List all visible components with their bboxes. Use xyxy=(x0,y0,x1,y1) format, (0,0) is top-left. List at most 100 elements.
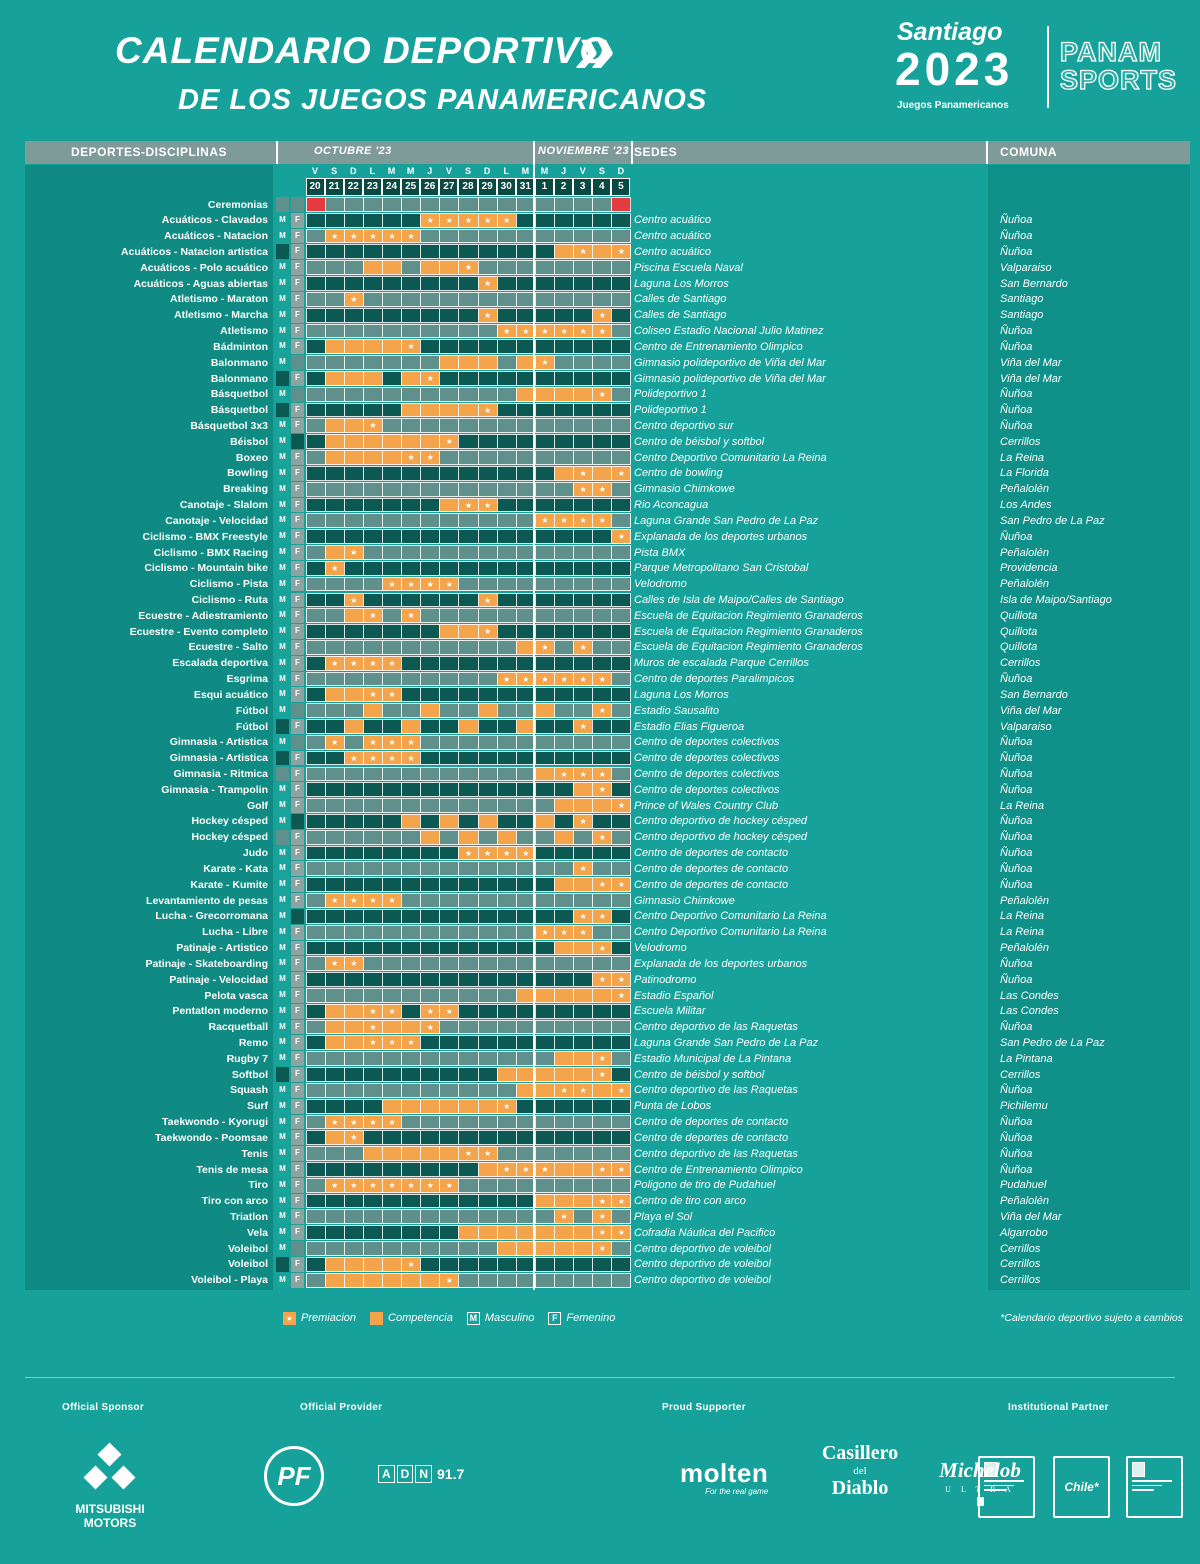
day-cell-empty xyxy=(477,545,498,560)
sede-label: Coliseo Estadio Nacional Julio Matinez xyxy=(634,325,824,338)
day-cell-empty xyxy=(534,608,556,624)
day-cell-premiacion: ★ xyxy=(477,1146,498,1161)
day-cell-premiacion: ★ xyxy=(477,624,498,639)
day-cell-empty xyxy=(439,829,460,845)
day-cell-premiacion: ★ xyxy=(592,829,613,845)
day-cell-empty xyxy=(496,1003,517,1019)
day-cell-empty xyxy=(439,1193,460,1209)
sede-label: Polideportivo 1 xyxy=(634,388,707,401)
day-cell-premiacion: ★ xyxy=(496,212,517,228)
comuna-label: San Bernardo xyxy=(1000,688,1068,701)
day-cell-empty xyxy=(496,719,517,734)
day-cell-competencia xyxy=(401,434,422,450)
day-cell-empty xyxy=(496,924,517,940)
day-cell-competencia xyxy=(343,1019,364,1035)
day-cell-premiacion: ★ xyxy=(343,592,364,608)
day-cell-empty xyxy=(439,1082,460,1098)
comuna-label: Pudahuel xyxy=(1000,1179,1047,1192)
day-cell-empty xyxy=(573,339,594,355)
sport-label: Bádminton xyxy=(213,340,268,353)
day-cell-competencia xyxy=(401,1146,422,1161)
day-cell-empty xyxy=(324,608,345,624)
gender-badge-m: M xyxy=(276,450,289,465)
gender-badge-m: M xyxy=(276,592,289,608)
gender-badge-m: M xyxy=(276,323,289,339)
day-cell-premiacion: ★ xyxy=(496,323,517,339)
gender-badge-f: F xyxy=(291,877,304,893)
day-cell-competencia xyxy=(573,1241,594,1256)
day-cell-empty xyxy=(496,1130,517,1146)
day-cell-empty xyxy=(324,908,345,924)
day-cell-empty xyxy=(420,1241,441,1256)
institutional-partner-label: Institutional Partner xyxy=(1008,1402,1109,1413)
day-cell-empty xyxy=(458,940,479,956)
band-separator xyxy=(276,141,278,164)
day-cell-empty xyxy=(439,940,460,956)
day-cell-empty xyxy=(381,371,403,386)
gender-badge-m: M xyxy=(276,481,289,497)
gender-badge-m: M xyxy=(276,1209,289,1225)
day-letter: M xyxy=(521,166,530,176)
gender-badge-m: M xyxy=(276,877,289,893)
day-cell-competencia xyxy=(343,1035,364,1051)
legend: ★ Premiacion Competencia M Masculino F F… xyxy=(283,1310,615,1326)
sede-label: Centro acuático xyxy=(634,245,712,258)
day-cell-empty xyxy=(458,291,479,307)
day-cell-empty xyxy=(496,481,517,497)
day-cell-empty xyxy=(573,956,594,972)
day-cell-empty xyxy=(305,703,326,719)
day-cell-empty xyxy=(496,529,517,545)
day-cell-empty xyxy=(534,560,556,576)
day-cell-empty xyxy=(534,1177,556,1193)
day-cell-competencia xyxy=(343,608,364,624)
day-cell-empty xyxy=(305,940,326,956)
day-cell-empty xyxy=(324,624,345,639)
day-cell-empty xyxy=(439,956,460,972)
day-cell-premiacion: ★ xyxy=(381,1177,403,1193)
day-cell-empty xyxy=(343,766,364,782)
day-cell-empty xyxy=(439,1067,460,1082)
day-cell-empty xyxy=(554,291,575,307)
day-cell-empty xyxy=(343,465,364,481)
day-cell-empty xyxy=(496,703,517,719)
gender-badge-f: F xyxy=(291,861,304,877)
day-cell-empty xyxy=(534,545,556,560)
day-cell-empty xyxy=(324,766,345,782)
header-noviembre: NOVIEMBRE '23 xyxy=(538,145,630,157)
day-cell-empty xyxy=(477,465,498,481)
day-cell-premiacion: ★ xyxy=(381,1035,403,1051)
day-cell-competencia xyxy=(362,1272,383,1288)
chile-logo: Chile* xyxy=(1064,1480,1099,1494)
day-cell-empty xyxy=(362,908,383,924)
day-cell-empty xyxy=(381,1209,403,1225)
sede-label: Poligono de tiro de Pudahuel xyxy=(634,1179,776,1192)
day-cell-empty xyxy=(324,1146,345,1161)
gender-badge-f: F xyxy=(291,465,304,481)
day-cell-empty xyxy=(324,1225,345,1241)
comuna-label: Ñuñoa xyxy=(1000,957,1033,970)
legend-competencia: Competencia xyxy=(370,1311,453,1325)
sport-label: Pentatlon moderno xyxy=(172,1005,268,1018)
day-cell-empty xyxy=(343,703,364,719)
day-cell-empty xyxy=(439,972,460,987)
day-cell-empty xyxy=(439,1225,460,1241)
day-cell-empty xyxy=(305,323,326,339)
day-cell-empty xyxy=(496,434,517,450)
day-cell-premiacion: ★ xyxy=(496,1162,517,1177)
day-cell-empty xyxy=(439,687,460,703)
day-cell-premiacion: ★ xyxy=(592,972,613,987)
day-cell-empty xyxy=(573,450,594,465)
date-box: 20 xyxy=(305,178,325,196)
day-cell-competencia xyxy=(477,703,498,719)
day-cell-premiacion: ★ xyxy=(362,228,383,244)
date-box: 23 xyxy=(362,178,382,196)
day-cell-empty xyxy=(573,592,594,608)
day-cell-empty xyxy=(362,924,383,940)
footer-divider xyxy=(25,1377,1175,1378)
sport-label: Tenis de mesa xyxy=(196,1163,268,1176)
day-cell-empty xyxy=(496,402,517,418)
sport-label: Béisbol xyxy=(230,435,268,448)
day-cell-empty xyxy=(401,1162,422,1177)
day-cell-empty xyxy=(496,497,517,513)
day-cell-empty xyxy=(477,1209,498,1225)
